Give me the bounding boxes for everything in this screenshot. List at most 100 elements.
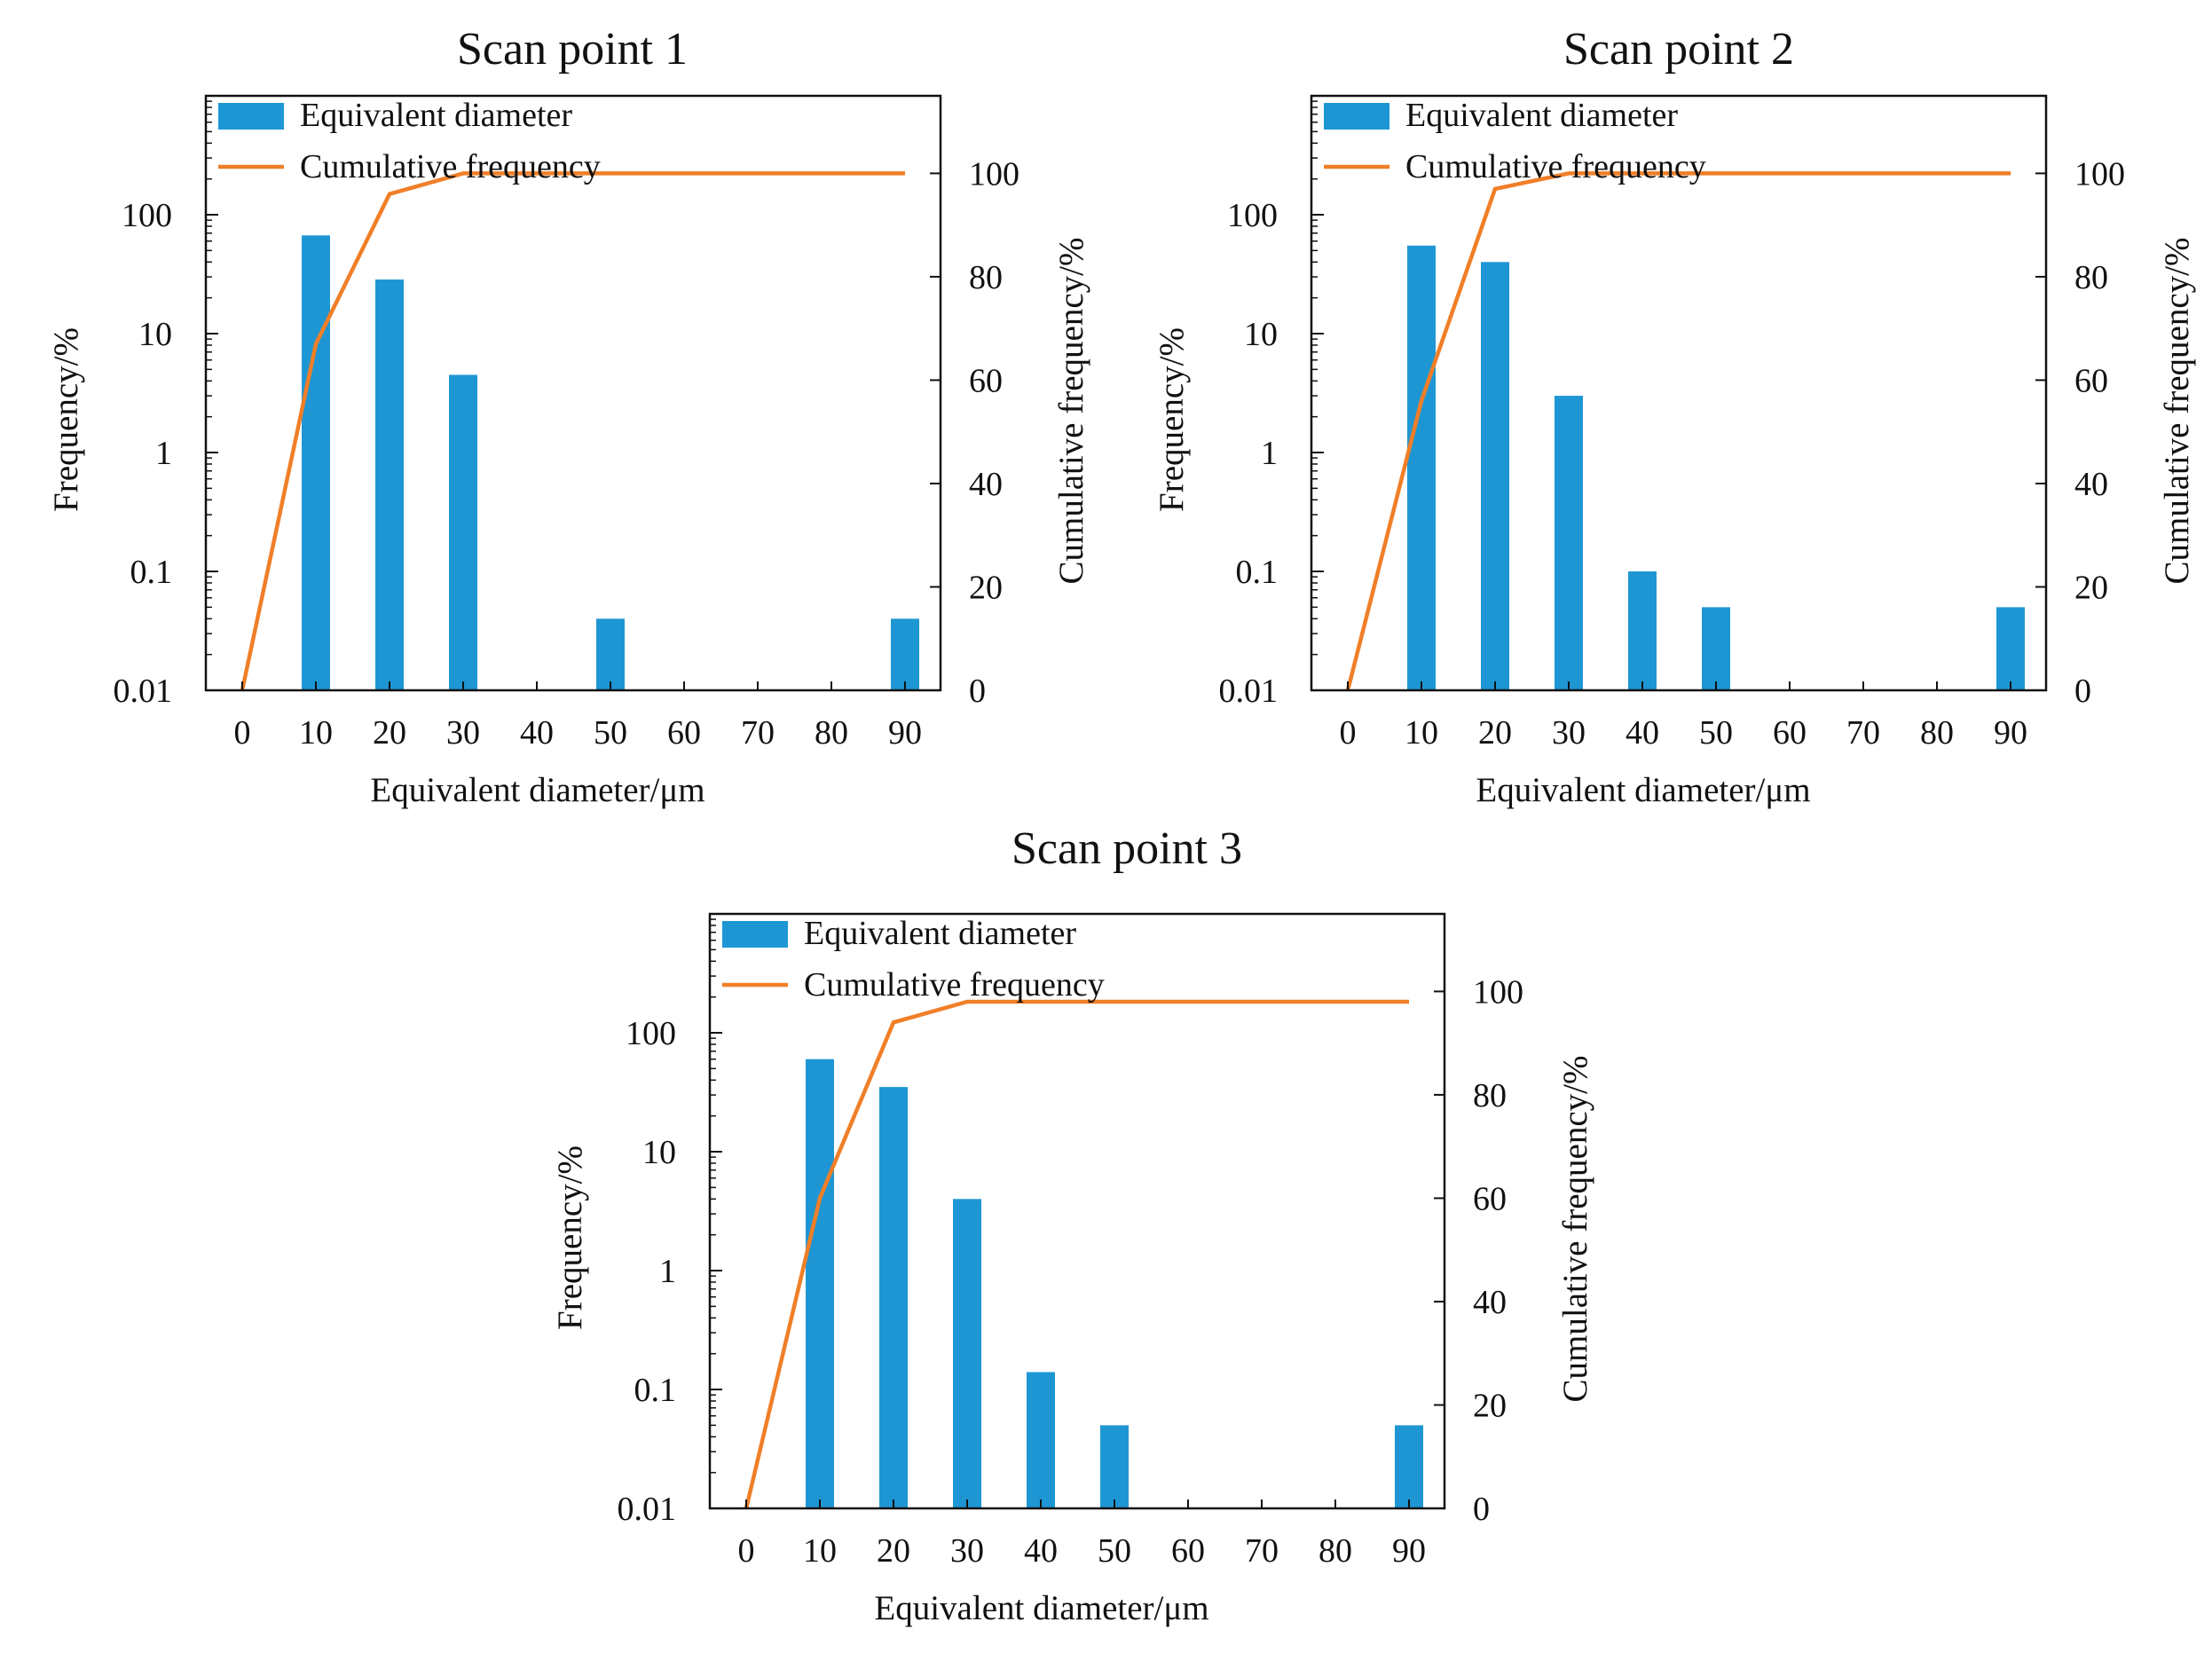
x-axis-label: Equivalent diameter/μm (874, 1589, 1208, 1627)
y2-tick-label: 80 (2074, 259, 2108, 296)
chart-title: Scan point 2 (1563, 24, 1794, 75)
y-axis-label: Frequency/% (1153, 327, 1191, 512)
x-tick-label: 60 (667, 714, 701, 752)
x-tick-label: 0 (1340, 714, 1357, 752)
plot-frame (708, 912, 1446, 1510)
cumulative-frequency-line (1345, 171, 2011, 691)
x-tick-label: 90 (888, 714, 922, 752)
y2-tick-label: 60 (1473, 1180, 1507, 1217)
x-tick-label: 50 (594, 714, 627, 752)
y2-tick-label: 40 (1473, 1284, 1507, 1321)
y-tick-label: 10 (642, 1134, 676, 1171)
x-tick-label: 80 (1319, 1532, 1352, 1570)
y-tick-label: 1 (155, 435, 172, 472)
x-tick-label: 10 (803, 1532, 837, 1570)
x-tick-label: 30 (1552, 714, 1586, 752)
x-tick-label: 30 (446, 714, 480, 752)
x-tick-label: 70 (1846, 714, 1880, 752)
bar (1407, 245, 1436, 690)
x-tick-label: 70 (1245, 1532, 1279, 1570)
y2-tick-label: 0 (969, 673, 986, 710)
bar (1996, 607, 2025, 690)
x-tick-label: 90 (1392, 1532, 1426, 1570)
y2-tick-label: 100 (1473, 973, 1523, 1011)
bar (879, 1087, 908, 1508)
y2-tick-label: 100 (969, 155, 1019, 193)
y-tick-label: 0.1 (130, 554, 173, 591)
y-tick-label: 1 (659, 1253, 676, 1290)
x-axis-label: Equivalent diameter/μm (370, 771, 705, 809)
chart-3: Scan point 3 0 10 20 30 40 50 60 70 80 90 0.01 0.1 1 1… (551, 823, 1594, 1627)
x-tick-label: 40 (1024, 1532, 1058, 1570)
bar (596, 618, 625, 690)
x-tick-label: 90 (1994, 714, 2027, 752)
x-tick-label: 50 (1699, 714, 1733, 752)
legend-line-label: Cumulative frequency (804, 966, 1105, 1004)
legend-bar-label: Equivalent diameter (804, 915, 1076, 952)
y2-axis-label: Cumulative frequency/% (1052, 238, 1090, 585)
x-tick-label: 0 (234, 714, 251, 752)
x-tick-label: 80 (1920, 714, 1954, 752)
y2-tick-label: 60 (2074, 362, 2108, 399)
plot-frame (1310, 94, 2048, 692)
y-tick-label: 0.01 (1219, 673, 1279, 710)
y-tick-label: 100 (122, 197, 172, 234)
y2-tick-label: 80 (969, 259, 1003, 296)
legend-bar-swatch (1324, 103, 1389, 130)
y2-tick-label: 0 (1473, 1491, 1490, 1528)
x-tick-label: 10 (299, 714, 333, 752)
y2-axis-label: Cumulative frequency/% (2158, 238, 2196, 585)
y2-tick-label: 20 (1473, 1387, 1507, 1424)
y2-tick-label: 20 (969, 569, 1003, 606)
y-tick-label: 0.1 (1236, 554, 1279, 591)
bar (1027, 1372, 1055, 1508)
x-tick-label: 30 (950, 1532, 984, 1570)
y-tick-label: 10 (1244, 316, 1278, 353)
y-axis-label: Frequency/% (551, 1145, 589, 1330)
chart-1: Scan point 1 0 10 20 30 40 50 60 70 80 90 0.01 0.1 1 1… (47, 24, 1090, 809)
y-tick-label: 0.01 (114, 673, 173, 710)
bar (375, 279, 404, 690)
y-axis-label: Frequency/% (47, 327, 85, 512)
y-tick-label: 1 (1261, 435, 1278, 472)
x-tick-label: 20 (877, 1532, 910, 1570)
bar (1628, 571, 1657, 690)
y-tick-label: 100 (626, 1015, 676, 1052)
bar (1555, 396, 1583, 690)
y-tick-label: 10 (138, 316, 172, 353)
y2-tick-label: 40 (2074, 466, 2108, 503)
x-tick-label: 20 (373, 714, 406, 752)
y2-tick-label: 20 (2074, 569, 2108, 606)
chart-2: Scan point 2 0 10 20 30 40 50 60 70 80 90 0.01 0.1 1 1… (1153, 24, 2196, 809)
cumulative-frequency-line (240, 171, 905, 691)
x-tick-label: 40 (1626, 714, 1659, 752)
x-tick-label: 50 (1098, 1532, 1131, 1570)
x-tick-label: 0 (738, 1532, 755, 1570)
y-tick-label: 0.01 (618, 1491, 677, 1528)
x-tick-label: 10 (1405, 714, 1438, 752)
chart-title: Scan point 1 (457, 24, 688, 75)
x-tick-label: 80 (815, 714, 848, 752)
bar (891, 618, 919, 690)
bar (1395, 1425, 1423, 1508)
x-tick-label: 60 (1773, 714, 1807, 752)
y2-tick-label: 60 (969, 362, 1003, 399)
legend-bar-swatch (218, 103, 284, 130)
plot-frame (204, 94, 942, 692)
y-tick-label: 100 (1227, 197, 1278, 234)
y-tick-label: 0.1 (634, 1372, 677, 1409)
bar (1702, 607, 1730, 690)
x-tick-label: 20 (1478, 714, 1512, 752)
bar (953, 1199, 981, 1508)
y2-tick-label: 80 (1473, 1077, 1507, 1114)
chart-title: Scan point 3 (1012, 823, 1242, 874)
x-tick-label: 70 (741, 714, 775, 752)
x-tick-label: 40 (520, 714, 554, 752)
x-tick-label: 60 (1171, 1532, 1205, 1570)
bar (1100, 1425, 1129, 1508)
y2-axis-label: Cumulative frequency/% (1556, 1056, 1594, 1403)
bar (302, 235, 330, 690)
cumulative-frequency-line (744, 999, 1409, 1509)
